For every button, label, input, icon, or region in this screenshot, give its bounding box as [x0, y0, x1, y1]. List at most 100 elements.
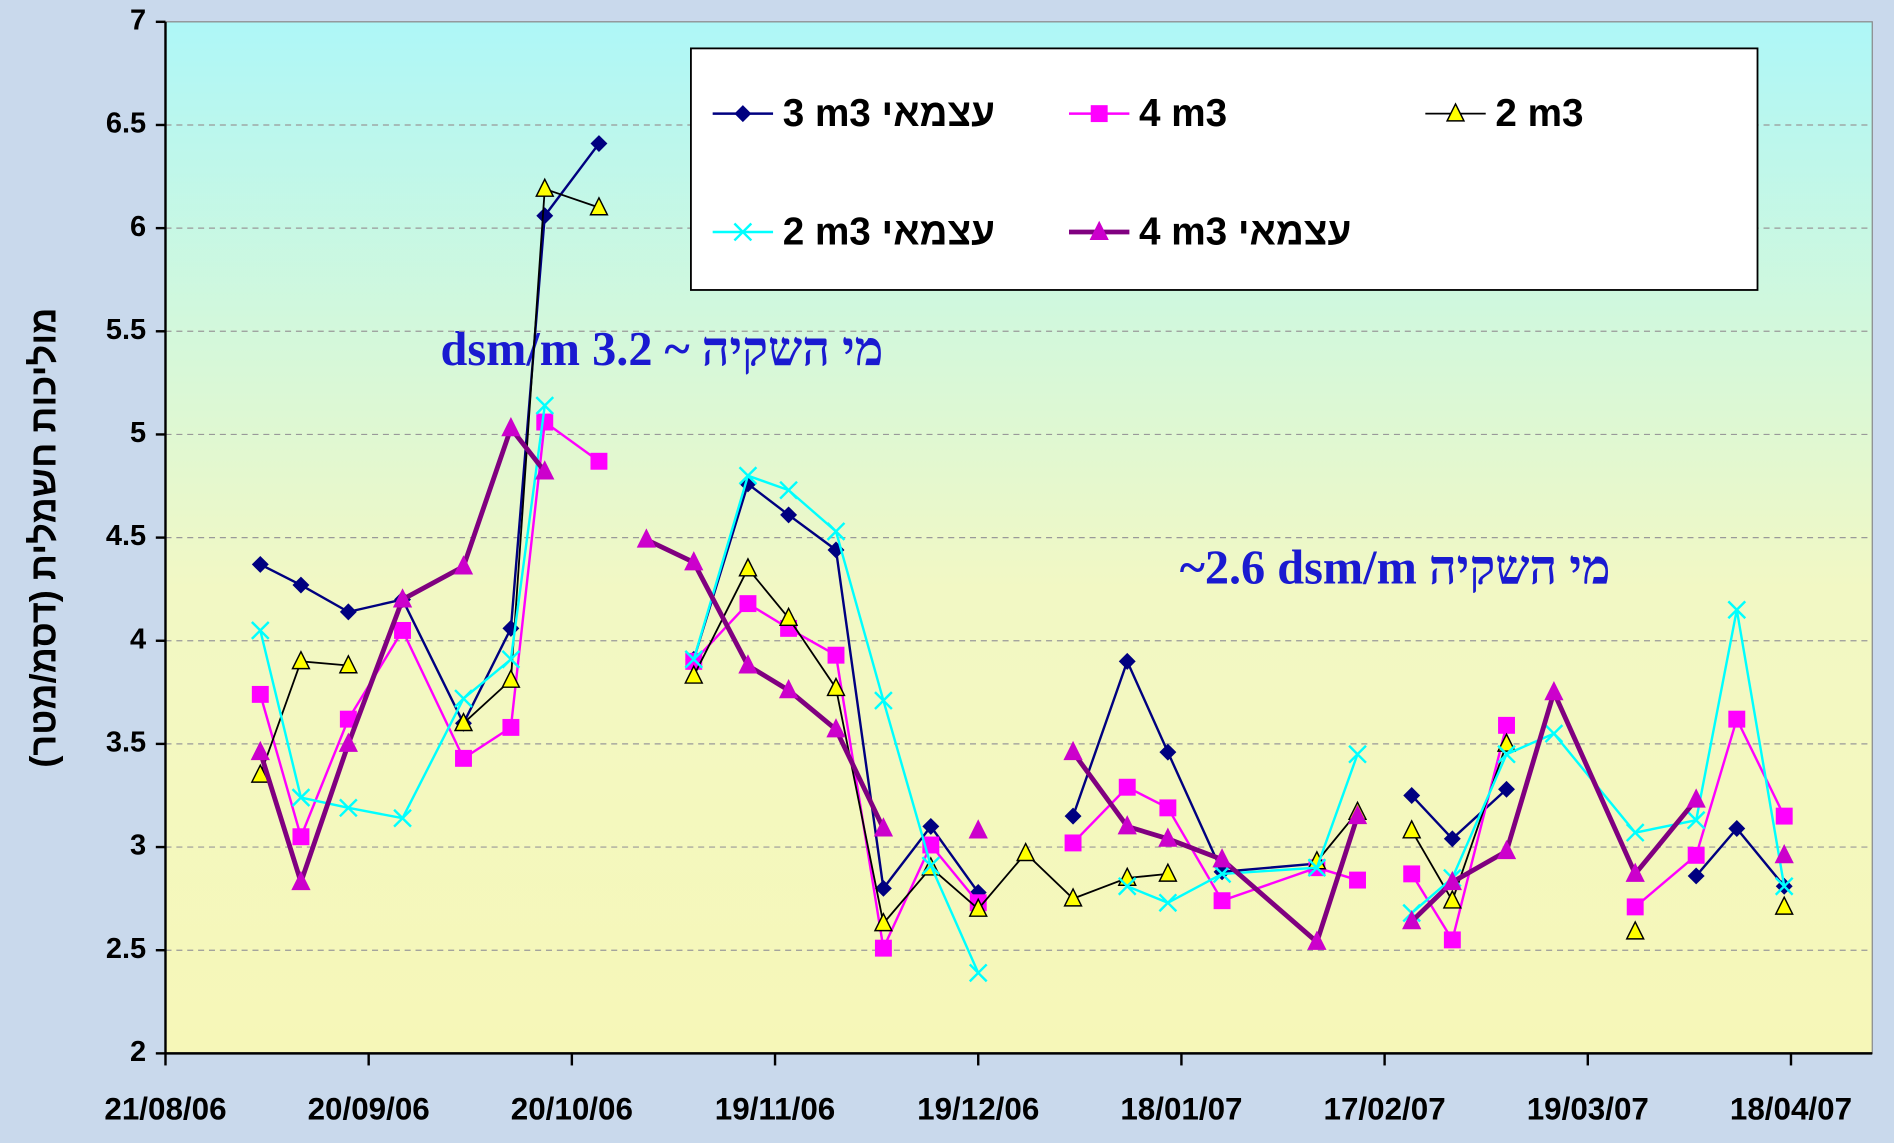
data-point — [453, 711, 474, 732]
data-point — [1496, 839, 1517, 860]
data-point — [826, 718, 846, 738]
y-tick-label: 7 — [130, 4, 146, 36]
data-point — [874, 939, 892, 957]
x-tick-label: 19/03/07 — [1527, 1092, 1649, 1127]
legend-marker — [733, 222, 753, 242]
data-point — [1496, 732, 1517, 752]
data-point — [535, 177, 555, 197]
data-point — [1686, 788, 1706, 808]
data-point — [1063, 740, 1083, 761]
data-point — [968, 963, 988, 983]
data-point — [1443, 830, 1461, 848]
data-point — [921, 856, 941, 875]
data-point — [250, 740, 270, 761]
data-point — [455, 749, 472, 767]
data-point — [1625, 920, 1645, 940]
annotation: ~2.6 dsm/m מי השקיה — [1180, 542, 1611, 595]
data-point — [1349, 871, 1366, 889]
data-point — [779, 480, 798, 500]
data-point — [1687, 846, 1705, 864]
data-point — [1403, 787, 1421, 804]
data-point — [1497, 744, 1516, 764]
data-point — [453, 555, 474, 575]
data-point — [1158, 827, 1178, 847]
data-point — [589, 196, 609, 216]
y-tick-label: 4.5 — [106, 520, 146, 552]
data-point — [1775, 807, 1793, 825]
legend-label: 2 m3 עצמאי — [783, 211, 995, 254]
data-point — [1544, 681, 1564, 701]
data-point — [291, 788, 311, 807]
data-point — [1626, 898, 1644, 916]
data-point — [1728, 710, 1746, 728]
data-point — [1442, 870, 1462, 891]
y-tick-label: 6 — [130, 211, 146, 243]
data-point — [1213, 892, 1231, 910]
data-point — [874, 691, 893, 710]
x-tick-label: 18/01/07 — [1120, 1092, 1242, 1127]
data-point — [392, 588, 413, 608]
data-point — [1118, 778, 1136, 796]
data-point — [338, 654, 358, 674]
data-point — [1212, 864, 1232, 884]
data-point — [1544, 724, 1564, 743]
data-point — [968, 897, 988, 917]
data-point — [778, 678, 799, 699]
data-point — [1016, 841, 1036, 862]
data-point — [827, 646, 845, 664]
data-point — [1158, 862, 1178, 882]
data-point — [1498, 716, 1515, 734]
legend-marker — [1090, 105, 1108, 123]
data-point — [826, 522, 846, 541]
data-point — [1402, 910, 1422, 930]
data-point — [501, 668, 521, 688]
y-tick-label: 3.5 — [106, 727, 146, 759]
data-point — [1158, 893, 1178, 913]
legend-box — [690, 47, 1759, 291]
y-tick-label: 2 — [130, 1036, 146, 1068]
data-point — [874, 879, 892, 897]
data-point — [1307, 858, 1327, 878]
data-point — [1625, 823, 1645, 842]
y-tick-label: 4 — [130, 623, 146, 655]
annotation: dsm/m 3.2 ~ מי השקיה — [440, 323, 883, 376]
x-tick-label: 19/11/06 — [715, 1092, 835, 1127]
data-point — [1403, 865, 1421, 883]
data-point — [1117, 876, 1137, 896]
data-point — [1213, 863, 1231, 881]
data-point — [1443, 931, 1461, 949]
data-point — [1348, 744, 1367, 764]
legend-label: 2 m3 — [1495, 92, 1583, 135]
y-axis-label: מוליכות חשמלית (דסמ/מטר) — [22, 308, 63, 768]
x-tick-label: 19/12/06 — [917, 1092, 1039, 1127]
data-point — [738, 654, 758, 674]
x-tick-label: 18/04/07 — [1730, 1092, 1852, 1127]
data-point — [1347, 804, 1368, 825]
data-point — [873, 912, 894, 932]
data-point — [393, 808, 412, 828]
data-point — [826, 676, 846, 697]
x-tick-label: 17/02/07 — [1324, 1092, 1446, 1127]
data-point — [590, 452, 608, 470]
y-tick-label: 5 — [130, 417, 146, 449]
data-point — [778, 606, 799, 627]
data-point — [873, 817, 894, 837]
data-point — [536, 413, 554, 431]
data-point — [502, 718, 520, 736]
x-tick-label: 21/08/06 — [104, 1092, 226, 1127]
data-point — [685, 652, 703, 670]
data-point — [501, 650, 521, 669]
x-tick-label: 20/09/06 — [308, 1092, 430, 1127]
data-point — [738, 557, 758, 577]
y-tick-label: 3 — [130, 830, 146, 862]
data-point — [1159, 743, 1177, 761]
data-point — [1774, 876, 1794, 896]
data-point — [251, 555, 269, 573]
data-point — [291, 650, 311, 670]
data-point — [1064, 834, 1082, 852]
data-point — [1625, 862, 1645, 882]
data-point — [590, 135, 608, 152]
data-point — [1159, 799, 1177, 817]
